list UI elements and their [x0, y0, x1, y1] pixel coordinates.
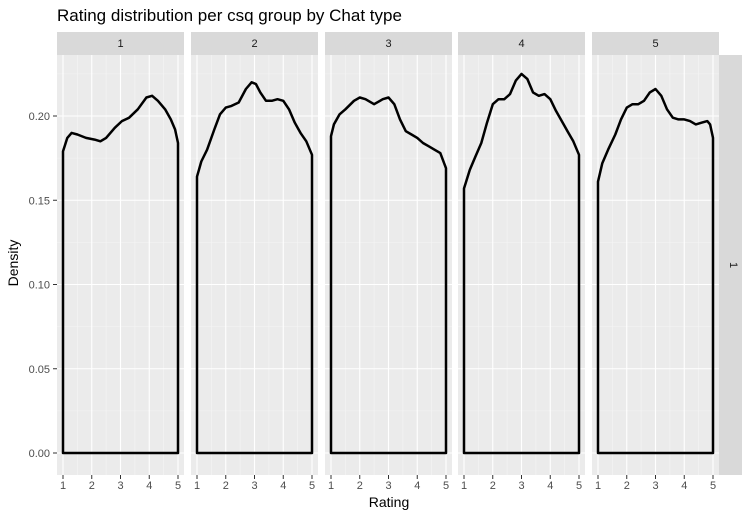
facet-strip-label: 5: [652, 38, 658, 50]
facet-strip-label: 3: [385, 38, 391, 50]
row-strip: 1: [719, 55, 742, 475]
x-tick-label: 1: [194, 480, 200, 492]
density-curve: [61, 94, 180, 455]
x-tick-label: 3: [251, 480, 257, 492]
facet-strip: [57, 32, 184, 55]
x-tick-label: 1: [595, 480, 601, 492]
row-strip-background: [719, 55, 742, 475]
x-tick-label: 2: [624, 480, 630, 492]
y-axis: 0.00 0.05 0.10 0.15 0.20: [29, 111, 57, 460]
y-axis-title: Density: [5, 240, 21, 287]
facet-panels: 11 2 3 4 521 2 3 4 531 2 3 4 541 2 3 4 551 2 3 4 5: [57, 32, 719, 492]
facet-panel-2: 2 1 2 3 4 5: [191, 32, 318, 492]
x-tick-label: 4: [681, 480, 687, 492]
x-tick-label: 3: [117, 480, 123, 492]
facet-panel-5: 5 1 2 3 4 5: [592, 32, 719, 492]
x-tick-label: 2: [223, 480, 229, 492]
facet-strip-label: 4: [518, 38, 524, 50]
facet-strip: [592, 32, 719, 55]
x-tick-label: 5: [576, 480, 582, 492]
row-strip-label: 1: [727, 262, 739, 268]
facet-panel-3: 3 1 2 3 4 5: [325, 32, 452, 492]
y-tick-label: 0.15: [29, 195, 50, 207]
x-tick-label: 5: [175, 480, 181, 492]
facet-panel-1: 1 1 2 3 4 5: [57, 32, 184, 492]
x-tick-label: 1: [461, 480, 467, 492]
x-tick-label: 5: [309, 480, 315, 492]
x-tick-label: 4: [280, 480, 286, 492]
facet-strip-label: 2: [251, 38, 257, 50]
facet-strip: [325, 32, 452, 55]
x-axis-title: Rating: [369, 494, 409, 510]
x-tick-label: 2: [490, 480, 496, 492]
density-curve: [462, 72, 581, 455]
x-tick-label: 5: [443, 480, 449, 492]
x-tick-label: 1: [60, 480, 66, 492]
x-tick-label: 2: [357, 480, 363, 492]
y-tick-label: 0.05: [29, 364, 50, 376]
x-tick-label: 4: [414, 480, 420, 492]
x-tick-label: 3: [518, 480, 524, 492]
y-tick-label: 0.10: [29, 280, 50, 292]
x-tick-label: 4: [547, 480, 553, 492]
chart-title: Rating distribution per csq group by Cha…: [57, 6, 402, 25]
x-tick-label: 5: [710, 480, 716, 492]
facet-strip-label: 1: [117, 38, 123, 50]
y-tick-label: 0.00: [29, 448, 50, 460]
x-tick-label: 4: [146, 480, 152, 492]
y-tick-label: 0.20: [29, 111, 50, 123]
facet-strip: [458, 32, 585, 55]
density-curve: [596, 87, 715, 455]
density-curve: [329, 96, 448, 455]
x-tick-label: 3: [385, 480, 391, 492]
facet-strip: [191, 32, 318, 55]
x-tick-label: 2: [89, 480, 95, 492]
x-tick-label: 3: [652, 480, 658, 492]
density-curve: [195, 81, 314, 455]
x-tick-label: 1: [328, 480, 334, 492]
facet-panel-4: 4 1 2 3 4 5: [458, 32, 585, 492]
